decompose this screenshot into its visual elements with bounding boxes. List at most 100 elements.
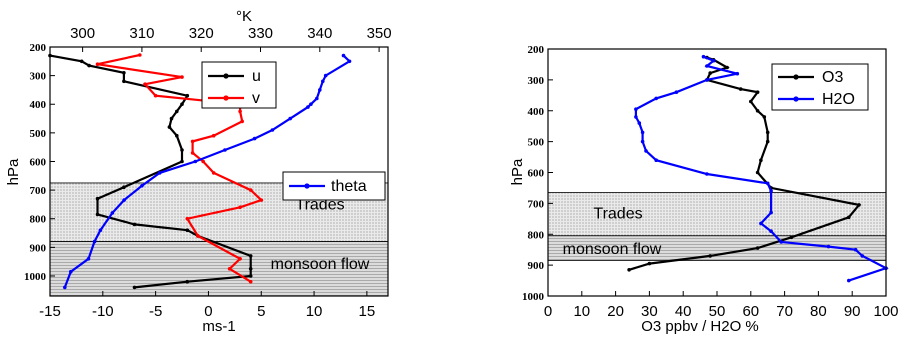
- data-point-h2o: [634, 115, 638, 119]
- x-tick-label: 90: [844, 303, 861, 320]
- x-tick-label: 60: [742, 303, 759, 320]
- x2-tick-label: 350: [367, 25, 392, 42]
- data-point-v: [211, 171, 216, 175]
- x2-tick-label: 300: [70, 25, 95, 42]
- legend-label-theta: theta: [331, 178, 367, 195]
- data-point-v: [259, 198, 264, 202]
- data-point-v: [238, 205, 242, 210]
- data-point-theta: [157, 171, 162, 175]
- data-point-u: [95, 196, 100, 201]
- data-point-v: [190, 151, 195, 155]
- region-label-monsoon: monsoon flow: [271, 256, 370, 273]
- data-point-h2o: [853, 247, 858, 252]
- data-point-h2o: [654, 158, 658, 162]
- x-tick-label: -10: [92, 303, 114, 320]
- data-point-h2o: [705, 78, 709, 82]
- y-tick-label: 800: [30, 214, 47, 226]
- data-point-theta: [288, 116, 293, 121]
- y-axis-label: hPa: [5, 158, 22, 185]
- data-point-o3: [725, 65, 729, 70]
- y-tick-label: 200: [528, 44, 545, 56]
- shaded-region-monsoon: [547, 235, 887, 261]
- y-tick-label: 600: [30, 156, 47, 168]
- data-point-v: [153, 93, 158, 98]
- x-tick-label: 0: [204, 303, 212, 320]
- data-point-u: [175, 133, 179, 138]
- data-point-theta: [122, 198, 126, 202]
- legend-marker-theta: [304, 183, 310, 189]
- data-point-h2o: [769, 210, 773, 215]
- legend-marker-u: [223, 73, 229, 79]
- x-axis-label: O3 ppbv / H2O %: [641, 318, 759, 335]
- data-point-o3: [627, 268, 631, 272]
- data-point-theta: [98, 228, 103, 232]
- y-tick-label: 400: [528, 106, 545, 118]
- data-point-u: [185, 93, 190, 98]
- data-point-theta: [252, 136, 257, 141]
- x-tick-label: 30: [641, 303, 658, 320]
- data-point-o3: [708, 254, 712, 258]
- y-tick-label: 300: [528, 75, 545, 87]
- data-point-h2o: [705, 172, 709, 176]
- left-wind-panel: Trades monsoon flow uv theta -15 -10 -5 0 5 10 1…: [5, 8, 392, 335]
- data-point-theta: [341, 53, 346, 58]
- data-point-h2o: [701, 54, 706, 59]
- legend-marker-v: [223, 95, 229, 101]
- data-point-o3: [765, 139, 770, 144]
- data-point-u: [175, 109, 179, 114]
- x-tick-label: 15: [359, 303, 376, 320]
- data-point-o3: [759, 158, 763, 162]
- data-point-h2o: [637, 121, 642, 125]
- y-tick-label: 800: [528, 229, 545, 241]
- data-point-theta: [347, 59, 352, 64]
- data-point-v: [238, 257, 242, 261]
- data-point-v: [180, 75, 184, 79]
- data-point-u: [180, 148, 184, 152]
- data-point-v: [201, 159, 205, 164]
- data-point-u: [180, 102, 184, 106]
- data-point-o3: [708, 71, 712, 75]
- data-point-theta: [110, 211, 115, 215]
- data-point-v: [138, 53, 142, 57]
- data-point-v: [248, 188, 253, 192]
- y-tick-label: 700: [528, 198, 545, 210]
- data-point-v: [196, 234, 200, 238]
- legend-box-uv: [201, 61, 277, 109]
- data-point-theta: [306, 105, 310, 109]
- y-tick-label: 400: [30, 99, 47, 111]
- x-tick-label: 10: [306, 303, 323, 320]
- data-point-v: [190, 139, 195, 144]
- x-tick-label: 50: [709, 303, 726, 320]
- y-tick-label: 600: [528, 168, 545, 180]
- y-tick-label: 1000: [24, 271, 47, 283]
- y-tick-label: 200: [30, 42, 47, 54]
- data-point-h2o: [860, 254, 865, 258]
- data-point-h2o: [640, 139, 645, 144]
- legend-label-o3: O3: [822, 69, 843, 86]
- series-line-h2o: [634, 55, 889, 282]
- data-point-h2o: [705, 64, 709, 68]
- y-tick-label: 500: [528, 137, 545, 149]
- y-tick-label: 500: [30, 128, 47, 140]
- data-point-h2o: [826, 244, 831, 249]
- y-axis-label: hPa: [509, 158, 526, 185]
- legend-label-h2o: H2O: [822, 91, 855, 108]
- legend-label-v: v: [252, 90, 260, 107]
- data-point-u: [169, 116, 174, 121]
- data-point-theta: [140, 184, 144, 188]
- data-point-u: [248, 274, 253, 278]
- data-point-h2o: [769, 189, 773, 193]
- y-tick-label: 1000: [522, 291, 545, 303]
- data-point-u: [87, 63, 91, 68]
- series-line-theta: [63, 54, 352, 288]
- legend-box-o3-h2o: [771, 63, 869, 111]
- data-point-o3: [857, 203, 861, 207]
- x-tick-label: 5: [257, 303, 265, 320]
- data-point-theta: [323, 73, 328, 78]
- x2-axis-label: °K: [236, 8, 252, 25]
- data-point-u: [248, 267, 253, 271]
- data-point-u: [122, 71, 126, 75]
- data-point-v: [248, 279, 253, 284]
